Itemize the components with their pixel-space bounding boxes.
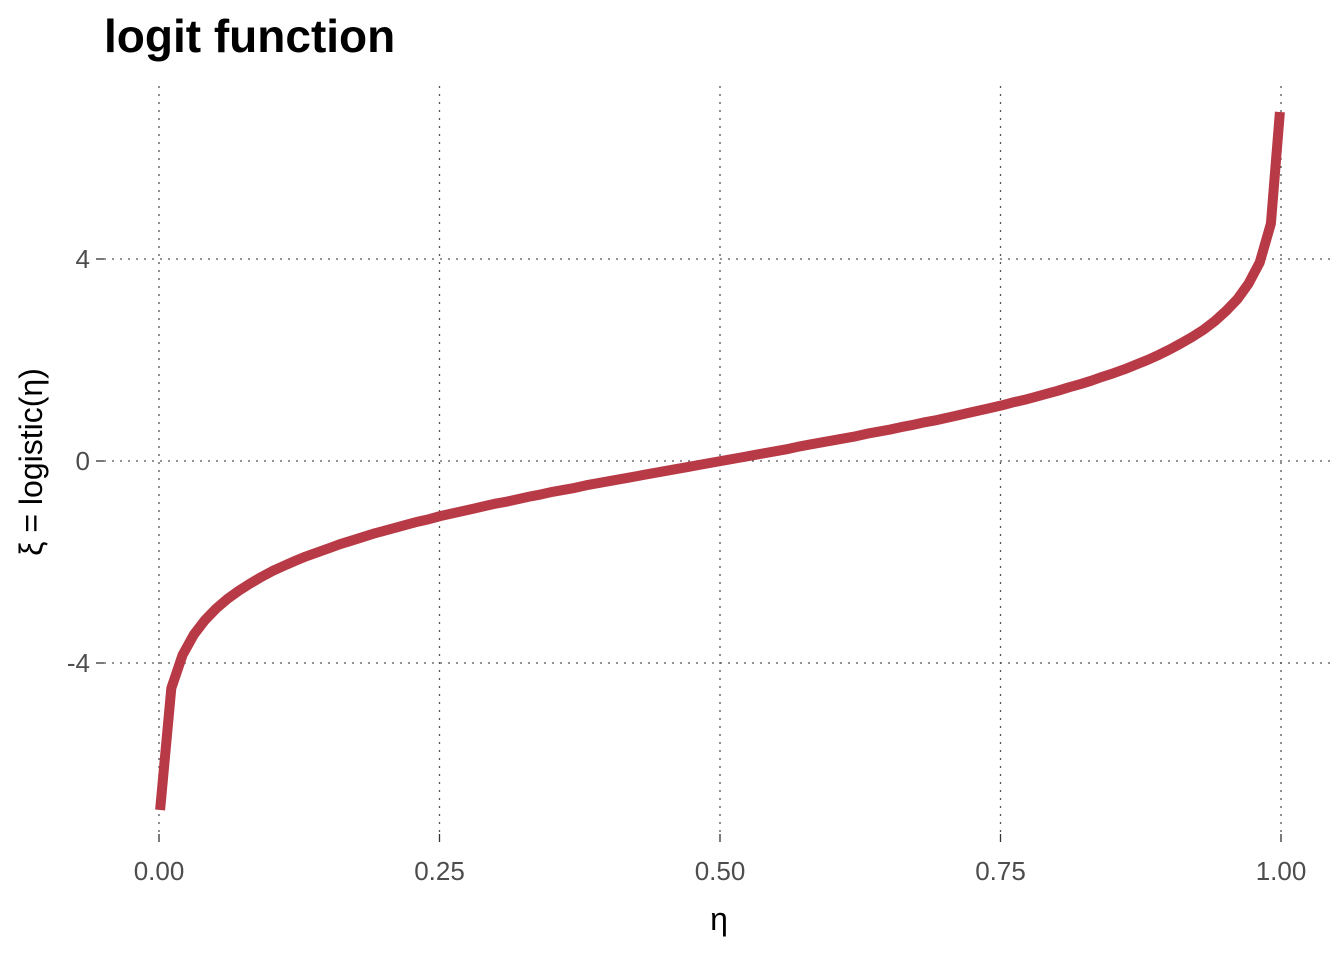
x-tick-label: 0.25 (414, 856, 465, 886)
axis-ticks: 0.00 0.25 0.50 0.75 1.00 -4 0 4 (67, 244, 1306, 886)
x-axis-label: η (710, 901, 728, 937)
y-tick-label: 0 (76, 446, 90, 476)
x-tick-label: 0.00 (134, 856, 185, 886)
y-tick-label: 4 (76, 244, 90, 274)
y-axis-label: ξ = logistic(η) (13, 368, 49, 556)
x-tick-label: 1.00 (1256, 856, 1307, 886)
x-tick-label: 0.50 (695, 856, 746, 886)
chart-title: logit function (104, 10, 395, 62)
logit-curve (155, 111, 1285, 811)
y-tick-label: -4 (67, 648, 90, 678)
x-tick-label: 0.75 (975, 856, 1026, 886)
series-group (155, 111, 1285, 811)
